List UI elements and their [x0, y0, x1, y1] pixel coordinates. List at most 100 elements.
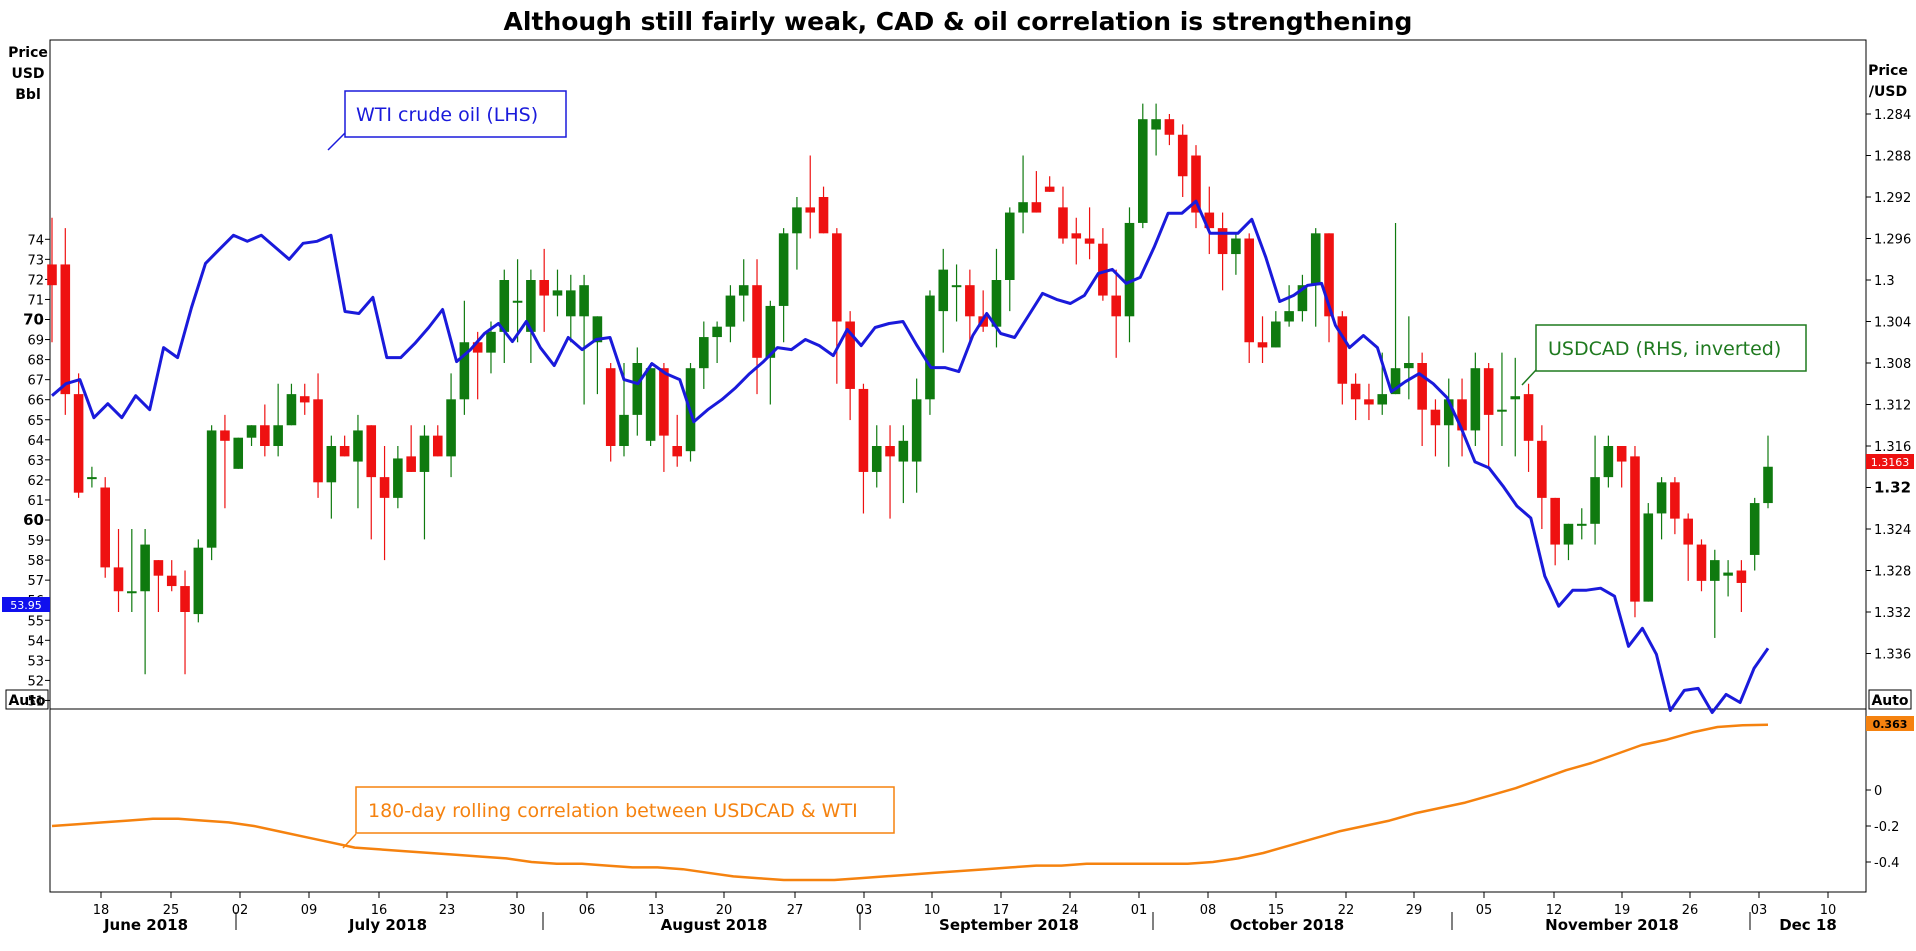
left-tick-label: 54: [27, 634, 44, 649]
usdcad-candle: [273, 383, 283, 457]
corr-callout-leader: [342, 833, 357, 849]
candle-body: [1683, 518, 1693, 545]
candle-body: [712, 326, 722, 338]
usdcad-candle: [1497, 352, 1507, 446]
usdcad-candle: [166, 560, 177, 592]
left-tick-label: 60: [23, 511, 44, 529]
usdcad-candle: [539, 248, 549, 332]
candle-body: [1350, 383, 1361, 400]
right-tick-label: 1.304: [1874, 316, 1911, 331]
right-tick-label: 1.288: [1874, 150, 1911, 165]
candle-body: [1576, 523, 1587, 526]
x-day-label: 29: [1406, 903, 1423, 918]
usdcad-candle: [1616, 446, 1627, 488]
usdcad-candle: [1763, 435, 1773, 509]
candle-body: [1537, 440, 1547, 498]
usdcad-candle: [1151, 103, 1161, 156]
left-auto-box[interactable]: [5, 689, 49, 710]
usdcad-candle: [1031, 171, 1042, 213]
candle-body: [1377, 394, 1388, 405]
x-day-label: 13: [648, 903, 665, 918]
right-axis-header-line2: /USD: [1869, 84, 1907, 100]
candle-body: [1550, 497, 1560, 545]
usdcad-candle: [991, 248, 1002, 348]
right-tick-label: 1.332: [1874, 606, 1911, 621]
usdcad-candle: [672, 414, 682, 467]
usdcad-candle: [326, 435, 337, 519]
candle-body: [1018, 202, 1028, 213]
corr-current-value: 0.363: [1873, 718, 1908, 731]
candle-body: [193, 547, 204, 615]
usdcad-candle: [1084, 207, 1095, 260]
candle-body: [699, 337, 709, 369]
usdcad-candle: [818, 186, 829, 234]
candle-body: [1483, 368, 1494, 415]
usdcad-candle: [113, 529, 124, 612]
candle-body: [1310, 233, 1321, 286]
usdcad-candle: [805, 155, 816, 239]
x-day-label: 08: [1200, 903, 1217, 918]
x-month-label: June 2018: [103, 916, 188, 934]
usdcad-candle: [246, 425, 257, 446]
candle-body: [911, 399, 922, 462]
x-day-label: 19: [1614, 903, 1631, 918]
usdcad-candle: [1124, 207, 1135, 343]
candle-body: [47, 264, 57, 286]
candle-body: [1124, 222, 1135, 317]
candle-body: [991, 280, 1002, 327]
usdcad-candle: [1071, 217, 1082, 265]
candle-body: [1510, 396, 1521, 400]
right-tick-label: 1.32: [1874, 479, 1911, 497]
usdcad-candle: [1603, 435, 1614, 488]
usdcad-callout-leader: [1521, 369, 1537, 386]
candle-body: [832, 233, 842, 322]
candle-body: [379, 477, 390, 498]
usdcad-candle: [1018, 155, 1028, 234]
usdcad-candle: [366, 425, 377, 540]
x-day-label: 05: [1476, 903, 1493, 918]
wti-current-value-marker: [2, 597, 50, 612]
candle-body: [579, 285, 589, 317]
usdcad-candle: [1736, 560, 1747, 612]
candle-body: [339, 446, 350, 457]
right-auto-box[interactable]: [1868, 689, 1912, 710]
candle-body: [353, 430, 363, 462]
left-tick-label: 59: [27, 534, 44, 549]
candle-body: [1177, 134, 1188, 177]
candle-body: [566, 290, 576, 317]
usdcad-candle: [499, 269, 510, 363]
candle-body: [1630, 456, 1640, 602]
candle-body: [1297, 285, 1308, 312]
x-day-label: 23: [439, 903, 456, 918]
x-day-label: 17: [993, 903, 1010, 918]
left-tick-label: 66: [27, 394, 44, 409]
right-tick-label: 1.316: [1874, 440, 1911, 455]
left-tick-label: 71: [27, 293, 44, 308]
candle-body: [1523, 394, 1534, 441]
candle-body: [366, 425, 377, 478]
candle-body: [1031, 202, 1042, 213]
candle-body: [1164, 119, 1175, 135]
candle-body: [1656, 482, 1667, 514]
usdcad-callout-box: [1535, 324, 1807, 372]
usdcad-candle: [1297, 274, 1308, 322]
candle-body: [951, 285, 962, 288]
usdcad-candle: [1044, 176, 1055, 192]
candle-body: [1470, 368, 1481, 431]
usdcad-candle: [938, 248, 949, 353]
left-tick-label: 57: [27, 574, 44, 589]
x-month-label: August 2018: [661, 916, 768, 934]
right-auto-label: Auto: [1871, 693, 1908, 709]
candle-body: [127, 591, 137, 594]
correlation-line: [51, 723, 1769, 882]
usdcad-candle: [127, 529, 137, 612]
candle-body: [299, 396, 310, 403]
candle-body: [246, 425, 257, 438]
wti-line: [51, 199, 1770, 714]
candle-body: [393, 458, 403, 498]
right-tick-label: 1.296: [1874, 233, 1911, 248]
candle-body: [406, 456, 416, 472]
usdcad-candle: [446, 373, 456, 478]
candle-body: [432, 435, 443, 457]
usdcad-candle: [1523, 383, 1534, 472]
